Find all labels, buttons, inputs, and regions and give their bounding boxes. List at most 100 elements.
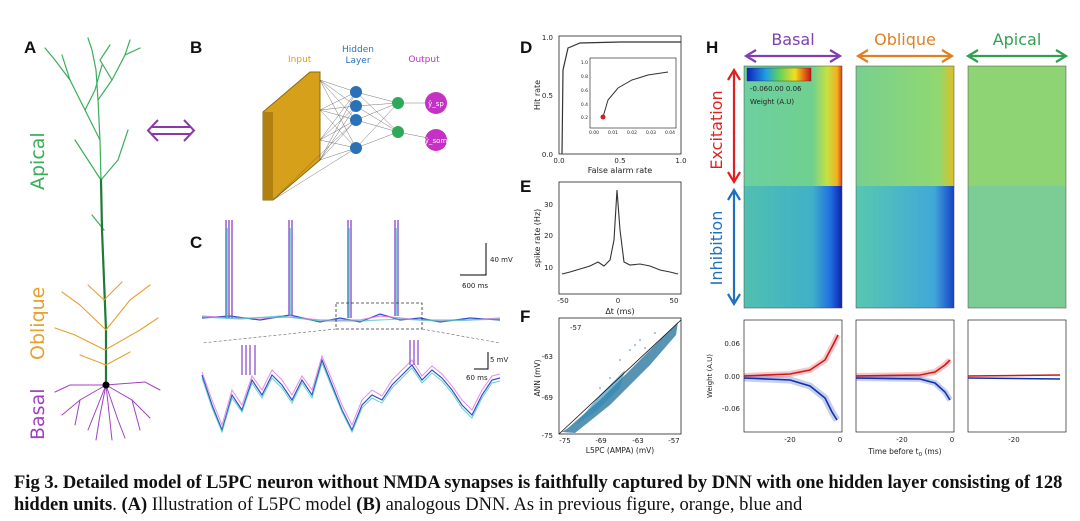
scale-bar-2-voltage: 5 mV: [490, 356, 508, 364]
scatter-ytick-0: -57: [570, 324, 581, 332]
inhibition-label: Inhibition: [707, 211, 726, 286]
roc-ytick-2: 1.0: [542, 34, 553, 42]
excitation-label: Excitation: [707, 90, 726, 169]
double-arrow-icon: [146, 119, 196, 142]
xcorr-xtick-1: 0: [616, 297, 620, 305]
roc-ytick-0: 0.0: [542, 151, 553, 159]
heatmap-title-oblique: Oblique: [874, 30, 936, 49]
inset-xtick-3: 0.03: [646, 130, 656, 136]
scatter-xtick-0: -75: [559, 437, 570, 445]
xcorr-ylabel: spike rate (Hz): [533, 209, 542, 268]
hidden-label-2: Layer: [345, 56, 370, 66]
scatter-plot: [558, 317, 682, 435]
weight-ytick-1: 0.00: [724, 373, 740, 381]
caption-tag-a: (A): [121, 495, 148, 515]
roc-xtick-1: 0.5: [614, 157, 625, 165]
panel-label-d: D: [520, 38, 532, 57]
weight-curves: [743, 319, 1067, 433]
dnn-diagram: ŷ_sp ŷ_som Input Hidden Layer Output: [262, 45, 448, 201]
weight-ytick-0: 0.06: [724, 340, 740, 348]
oblique-xtick-0: -20: [896, 436, 907, 444]
roc-inset-ticks: 0.2 0.4 0.6 0.8 1.0 0.00 0.01 0.02 0.03 …: [581, 60, 675, 136]
soma: [102, 381, 110, 389]
inset-xtick-2: 0.02: [627, 130, 637, 136]
exc-inh-arrows: [727, 67, 741, 307]
inset-ytick-1: 0.4: [581, 102, 588, 108]
output-layer-nodes: [392, 97, 404, 138]
panel-label-b: B: [190, 38, 202, 57]
weight-ytick-2: -0.06: [722, 405, 741, 413]
roc-plot: [558, 35, 682, 155]
apical-xtick-0: -20: [1008, 436, 1019, 444]
heatmap-apical: [967, 65, 1067, 309]
roc-xlabel: False alarm rate: [588, 166, 652, 175]
inset-xtick-0: 0.00: [589, 130, 599, 136]
oblique-dendrites: [54, 281, 159, 366]
weight-xlabel: Time before t0 (ms): [867, 447, 941, 458]
basal-xtick-0: -20: [784, 436, 795, 444]
apical-dendrites: [44, 37, 141, 386]
out1-label: ŷ_sp: [428, 100, 444, 108]
output-spike-node: [425, 92, 447, 114]
scatter-ytick-1: -63: [542, 353, 553, 361]
basal-label: Basal: [27, 389, 49, 441]
oblique-label: Oblique: [27, 287, 49, 360]
panel-label-c: C: [190, 233, 202, 252]
caption-sep: .: [112, 495, 122, 515]
xcorr-xtick-2: 50: [670, 297, 679, 305]
heatmap-oblique: [855, 65, 955, 309]
inset-ytick-0: 0.2: [581, 115, 588, 121]
inset-xtick-4: 0.04: [665, 130, 675, 136]
output-somatic-node: [425, 129, 447, 151]
hidden-label-1: Hidden: [342, 45, 374, 55]
colorbar-ticks: -0.060.00 0.06: [750, 85, 802, 93]
scatter-ylabel: ANN (mV): [533, 359, 542, 396]
xcorr-xlabel: Δt (ms): [605, 307, 634, 316]
roc-ytick-1: 0.5: [542, 92, 553, 100]
heatmap-basal: [743, 65, 843, 309]
scatter-xlabel: L5PC (AMPA) (mV): [586, 446, 654, 455]
roc-ylabel: Hit rate: [533, 80, 542, 110]
caption-tag-b: (B): [356, 495, 381, 515]
heatmap-title-basal: Basal: [771, 30, 814, 49]
oblique-xtick-1: 0: [950, 436, 954, 444]
scatter-xtick-2: -63: [632, 437, 643, 445]
voltage-traces: [201, 220, 501, 434]
caption-text-c: analogous DNN. As in previous figure, or…: [380, 495, 803, 515]
scatter-ytick-3: -75: [542, 432, 553, 440]
input-label: Input: [288, 55, 312, 65]
xcorr-ytick-0: 10: [544, 264, 553, 272]
scale-bar-1-time: 600 ms: [462, 282, 488, 290]
roc-xtick-0: 0.0: [553, 157, 564, 165]
panel-label-h: H: [706, 38, 718, 57]
scale-bar-2-time: 60 ms: [466, 374, 488, 382]
region-arrows: [743, 49, 1069, 63]
basal-xtick-1: 0: [838, 436, 842, 444]
xcorr-plot: [558, 181, 682, 295]
inset-ytick-2: 0.6: [581, 88, 588, 94]
output-label: Output: [408, 55, 440, 65]
scale-bar-1-voltage: 40 mV: [490, 256, 513, 264]
panel-label-a: A: [24, 38, 36, 57]
colorbar-label: Weight (A.U): [750, 98, 794, 106]
weight-ylabel: Weight (A.U): [706, 354, 714, 398]
xcorr-ytick-1: 20: [544, 232, 553, 240]
caption-title: Fig 3. Detailed model of L5PC neuron wit…: [14, 473, 1063, 515]
inset-ytick-4: 1.0: [581, 60, 588, 66]
panel-label-f: F: [520, 307, 530, 326]
heatmap-title-apical: Apical: [993, 30, 1042, 49]
hidden-layer-nodes: [350, 86, 362, 154]
figure-3: A: [24, 30, 1069, 458]
inset-ytick-3: 0.8: [581, 74, 588, 80]
inset-xtick-1: 0.01: [608, 130, 618, 136]
scatter-ytick-2: -69: [542, 394, 553, 402]
scatter-xtick-1: -69: [595, 437, 606, 445]
neuron-morphology: [44, 37, 161, 441]
roc-xtick-2: 1.0: [675, 157, 686, 165]
figure-caption: Fig 3. Detailed model of L5PC neuron wit…: [14, 472, 1074, 516]
out2-label: ŷ_som: [425, 137, 448, 145]
caption-text-b: Illustration of L5PC model: [147, 495, 357, 515]
scatter-xtick-3: -57: [668, 437, 679, 445]
xcorr-xtick-0: -50: [557, 297, 568, 305]
colorbar: [746, 67, 812, 82]
